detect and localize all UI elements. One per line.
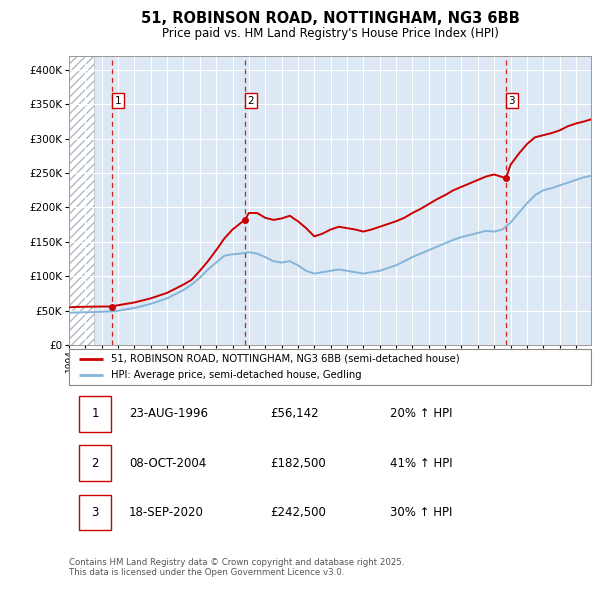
Text: 18-SEP-2020: 18-SEP-2020 — [129, 506, 204, 519]
Bar — [79, 396, 111, 432]
Text: £56,142: £56,142 — [270, 408, 319, 421]
Text: 08-OCT-2004: 08-OCT-2004 — [129, 457, 206, 470]
Text: 1: 1 — [91, 408, 99, 421]
Bar — [79, 445, 111, 481]
Text: 3: 3 — [91, 506, 99, 519]
Text: Contains HM Land Registry data © Crown copyright and database right 2025.
This d: Contains HM Land Registry data © Crown c… — [69, 558, 404, 577]
Bar — [69, 56, 94, 345]
Text: 20% ↑ HPI: 20% ↑ HPI — [390, 408, 452, 421]
Text: 51, ROBINSON ROAD, NOTTINGHAM, NG3 6BB (semi-detached house): 51, ROBINSON ROAD, NOTTINGHAM, NG3 6BB (… — [111, 354, 460, 364]
Text: £182,500: £182,500 — [270, 457, 326, 470]
Text: 51, ROBINSON ROAD, NOTTINGHAM, NG3 6BB: 51, ROBINSON ROAD, NOTTINGHAM, NG3 6BB — [140, 11, 520, 27]
Text: £242,500: £242,500 — [270, 506, 326, 519]
Text: 2: 2 — [91, 457, 99, 470]
Text: 30% ↑ HPI: 30% ↑ HPI — [390, 506, 452, 519]
Bar — [79, 494, 111, 530]
Text: 3: 3 — [508, 96, 515, 106]
Text: 23-AUG-1996: 23-AUG-1996 — [129, 408, 208, 421]
Text: 1: 1 — [115, 96, 121, 106]
Text: Price paid vs. HM Land Registry's House Price Index (HPI): Price paid vs. HM Land Registry's House … — [161, 27, 499, 40]
Text: 2: 2 — [248, 96, 254, 106]
Text: HPI: Average price, semi-detached house, Gedling: HPI: Average price, semi-detached house,… — [111, 370, 361, 380]
Text: 41% ↑ HPI: 41% ↑ HPI — [390, 457, 452, 470]
